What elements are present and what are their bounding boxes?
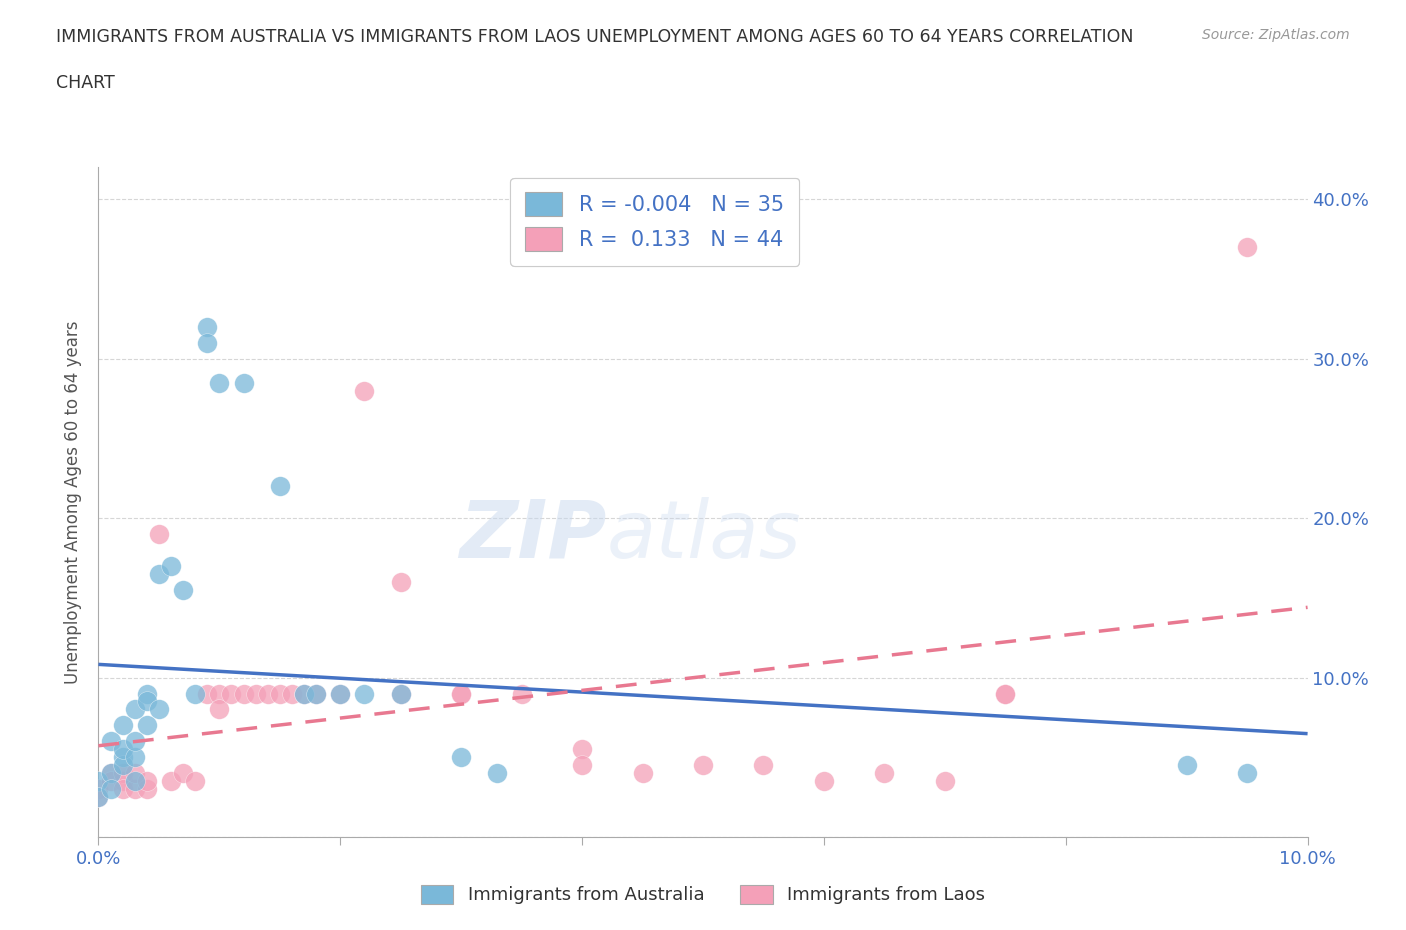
Point <box>389 686 412 701</box>
Point <box>135 718 157 733</box>
Point <box>148 702 170 717</box>
Point <box>111 758 134 773</box>
Point <box>135 782 157 797</box>
Point <box>111 742 134 757</box>
Legend: R = -0.004   N = 35, R =  0.133   N = 44: R = -0.004 N = 35, R = 0.133 N = 44 <box>510 178 799 266</box>
Point <box>184 774 207 789</box>
Point <box>172 582 194 597</box>
Point <box>135 694 157 709</box>
Point <box>752 758 775 773</box>
Point <box>100 782 122 797</box>
Point <box>692 758 714 773</box>
Point <box>389 575 412 590</box>
Point <box>1175 758 1198 773</box>
Point <box>87 790 110 804</box>
Text: ZIP: ZIP <box>458 497 606 575</box>
Text: atlas: atlas <box>606 497 801 575</box>
Point <box>813 774 835 789</box>
Point <box>100 765 122 780</box>
Point <box>245 686 267 701</box>
Point <box>1236 765 1258 780</box>
Point <box>184 686 207 701</box>
Point <box>994 686 1017 701</box>
Point <box>221 686 243 701</box>
Point <box>87 790 110 804</box>
Point <box>124 765 146 780</box>
Point <box>148 566 170 581</box>
Point <box>571 758 593 773</box>
Point <box>256 686 278 701</box>
Point <box>329 686 352 701</box>
Point <box>111 718 134 733</box>
Point <box>195 336 218 351</box>
Point <box>124 750 146 764</box>
Point <box>486 765 509 780</box>
Point <box>1236 240 1258 255</box>
Point <box>87 774 110 789</box>
Point <box>631 765 654 780</box>
Y-axis label: Unemployment Among Ages 60 to 64 years: Unemployment Among Ages 60 to 64 years <box>65 321 83 684</box>
Point <box>994 686 1017 701</box>
Point <box>124 782 146 797</box>
Point <box>111 774 134 789</box>
Point <box>232 686 254 701</box>
Point <box>353 686 375 701</box>
Text: Source: ZipAtlas.com: Source: ZipAtlas.com <box>1202 28 1350 42</box>
Point <box>124 774 146 789</box>
Point <box>208 702 231 717</box>
Point <box>148 526 170 541</box>
Point <box>124 702 146 717</box>
Point <box>305 686 328 701</box>
Point <box>100 765 122 780</box>
Point <box>111 750 134 764</box>
Point <box>269 686 291 701</box>
Text: IMMIGRANTS FROM AUSTRALIA VS IMMIGRANTS FROM LAOS UNEMPLOYMENT AMONG AGES 60 TO : IMMIGRANTS FROM AUSTRALIA VS IMMIGRANTS … <box>56 28 1133 46</box>
Point <box>172 765 194 780</box>
Point <box>292 686 315 701</box>
Point <box>281 686 304 701</box>
Point <box>195 686 218 701</box>
Point <box>135 774 157 789</box>
Point <box>450 686 472 701</box>
Point <box>269 479 291 494</box>
Point <box>111 765 134 780</box>
Point <box>195 319 218 334</box>
Point <box>160 559 183 574</box>
Point <box>450 686 472 701</box>
Point <box>135 686 157 701</box>
Point <box>305 686 328 701</box>
Point <box>208 686 231 701</box>
Text: CHART: CHART <box>56 74 115 92</box>
Point <box>87 782 110 797</box>
Point <box>873 765 896 780</box>
Point <box>353 383 375 398</box>
Point <box>510 686 533 701</box>
Point <box>571 742 593 757</box>
Point <box>232 375 254 390</box>
Point <box>292 686 315 701</box>
Point <box>100 734 122 749</box>
Point <box>160 774 183 789</box>
Point <box>450 750 472 764</box>
Legend: Immigrants from Australia, Immigrants from Laos: Immigrants from Australia, Immigrants fr… <box>413 878 993 911</box>
Point <box>934 774 956 789</box>
Point <box>208 375 231 390</box>
Point <box>389 686 412 701</box>
Point <box>329 686 352 701</box>
Point <box>124 734 146 749</box>
Point <box>100 774 122 789</box>
Point <box>111 782 134 797</box>
